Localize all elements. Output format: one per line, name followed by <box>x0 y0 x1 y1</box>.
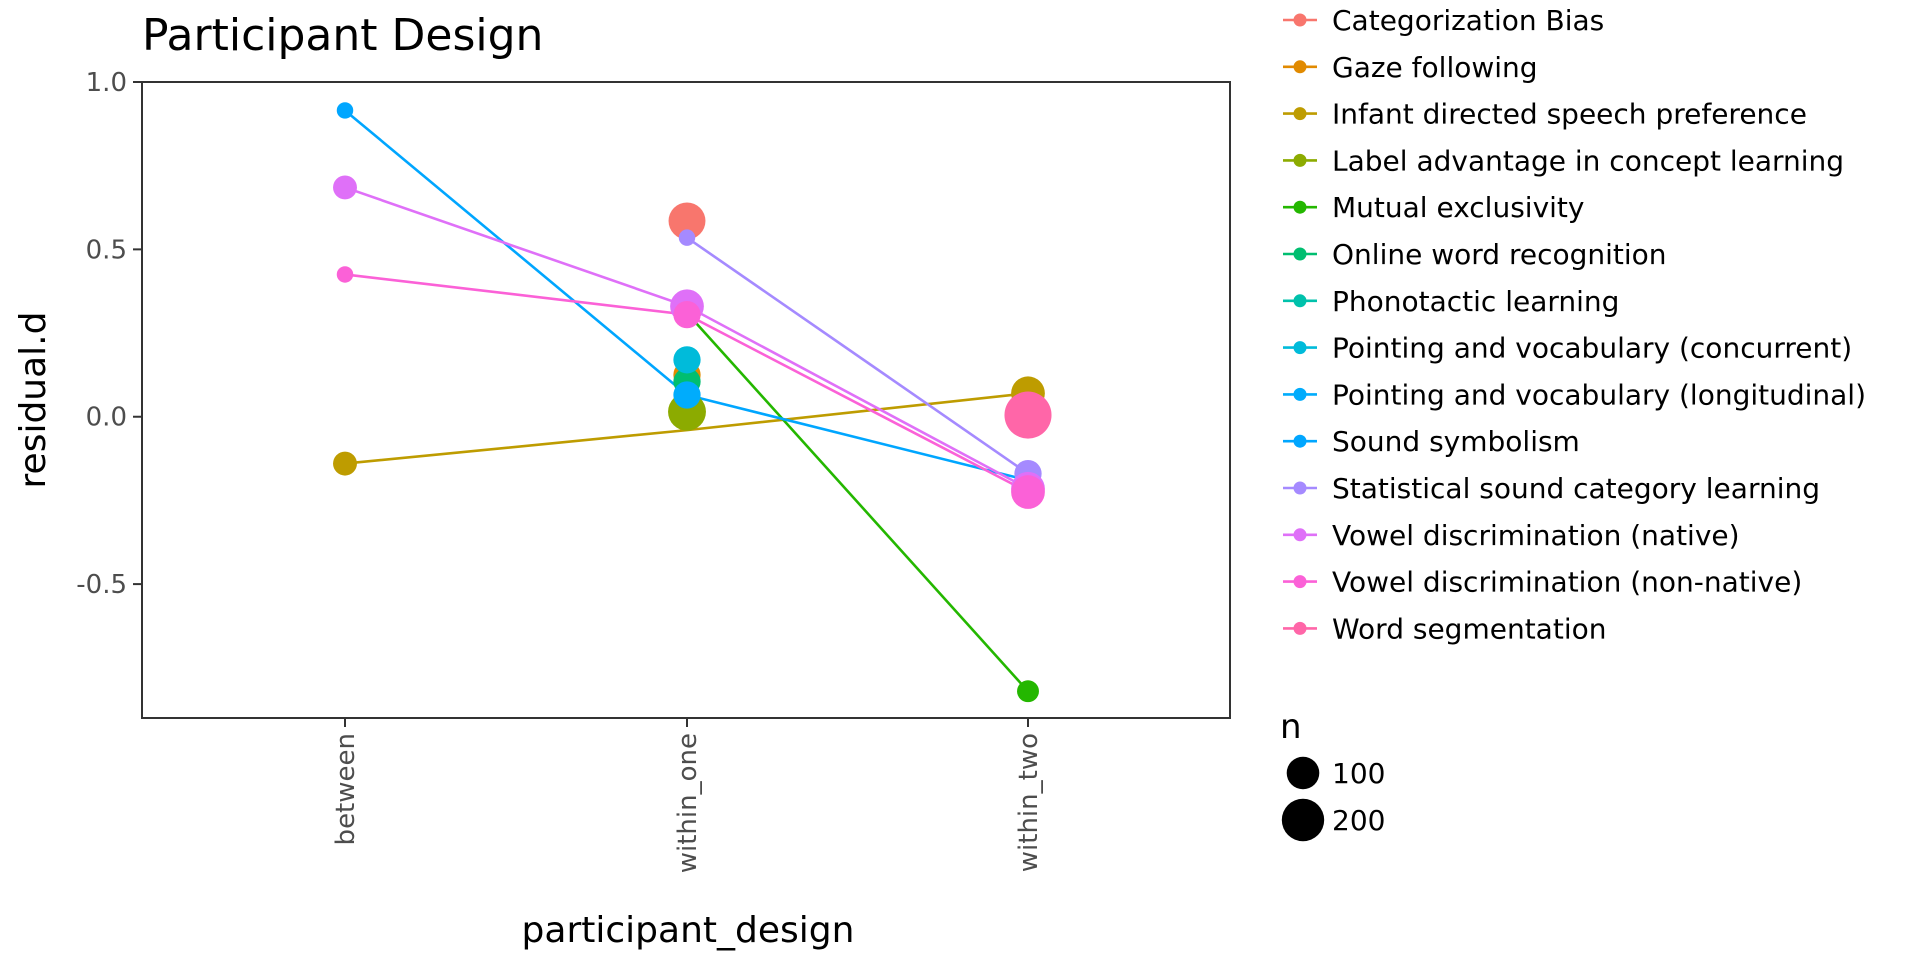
legend-label: Pointing and vocabulary (longitudinal) <box>1332 378 1866 411</box>
legend-label: Categorization Bias <box>1332 4 1604 37</box>
legend-label: Mutual exclusivity <box>1332 191 1584 224</box>
data-point <box>673 381 701 409</box>
legend-label: Word segmentation <box>1332 612 1606 645</box>
data-point <box>1004 391 1052 439</box>
legend-label: Phonotactic learning <box>1332 285 1619 318</box>
data-point <box>668 202 706 240</box>
legend-key-point <box>1293 13 1307 27</box>
legend-key-point <box>1293 153 1307 167</box>
data-point <box>336 102 354 119</box>
legend-label: Online word recognition <box>1332 238 1667 271</box>
legend-key-point <box>1293 621 1307 635</box>
legend-key-point <box>1293 247 1307 261</box>
legend-label: Label advantage in concept learning <box>1332 144 1844 177</box>
x-tick-label: within_one <box>673 733 703 873</box>
legend-label: Sound symbolism <box>1332 425 1580 458</box>
data-point <box>1017 680 1039 703</box>
legend-key-point <box>1293 60 1307 74</box>
legend-key-point <box>1293 575 1307 589</box>
legend-label: Pointing and vocabulary (concurrent) <box>1332 332 1852 365</box>
y-tick-label: -0.5 <box>76 570 127 600</box>
size-legend-label: 200 <box>1332 804 1385 837</box>
x-axis-title: participant_design <box>522 910 855 951</box>
x-tick-label: within_two <box>1014 733 1044 872</box>
legend-key-point <box>1293 200 1307 214</box>
x-axis: between within_one within_two <box>331 718 1044 873</box>
x-tick-label: between <box>331 733 361 845</box>
data-point <box>333 175 357 200</box>
y-tick-label: 0.5 <box>86 235 127 265</box>
data-point <box>333 451 357 476</box>
series-line <box>686 236 1029 475</box>
size-legend-title: n <box>1280 707 1302 747</box>
y-tick-label: 0.0 <box>86 403 127 433</box>
legend-label: Infant directed speech preference <box>1332 98 1807 131</box>
legend-label: Vowel discrimination (non-native) <box>1332 566 1802 599</box>
legend-label: Vowel discrimination (native) <box>1332 519 1740 552</box>
chart-title: Participant Design <box>142 10 543 61</box>
series-line <box>686 312 1029 693</box>
size-legend-key <box>1281 798 1325 842</box>
size-legend-key <box>1286 756 1320 790</box>
data-point <box>673 346 701 374</box>
data-point <box>678 229 696 246</box>
legend-key-point <box>1293 481 1307 495</box>
legend-key-point <box>1293 387 1307 401</box>
legend-label: Statistical sound category learning <box>1332 472 1820 505</box>
color-legend: Categorization Bias Gaze following Infant … <box>1283 4 1866 645</box>
size-legend: n 100 200 <box>1280 707 1385 842</box>
y-axis: 1.0 0.5 0.0 -0.5 <box>76 68 142 600</box>
data-point <box>673 301 701 329</box>
legend-key-point <box>1293 294 1307 308</box>
y-axis-title: residual.d <box>13 312 54 489</box>
data-point <box>336 266 354 283</box>
data-point <box>1011 475 1045 509</box>
y-tick-label: 1.0 <box>86 68 127 98</box>
series-points <box>333 102 1052 703</box>
legend-key-point <box>1293 107 1307 121</box>
legend-key-point <box>1293 341 1307 355</box>
legend-key-point <box>1293 434 1307 448</box>
legend-key-point <box>1293 528 1307 542</box>
legend-label: Gaze following <box>1332 51 1538 84</box>
size-legend-label: 100 <box>1332 757 1385 790</box>
